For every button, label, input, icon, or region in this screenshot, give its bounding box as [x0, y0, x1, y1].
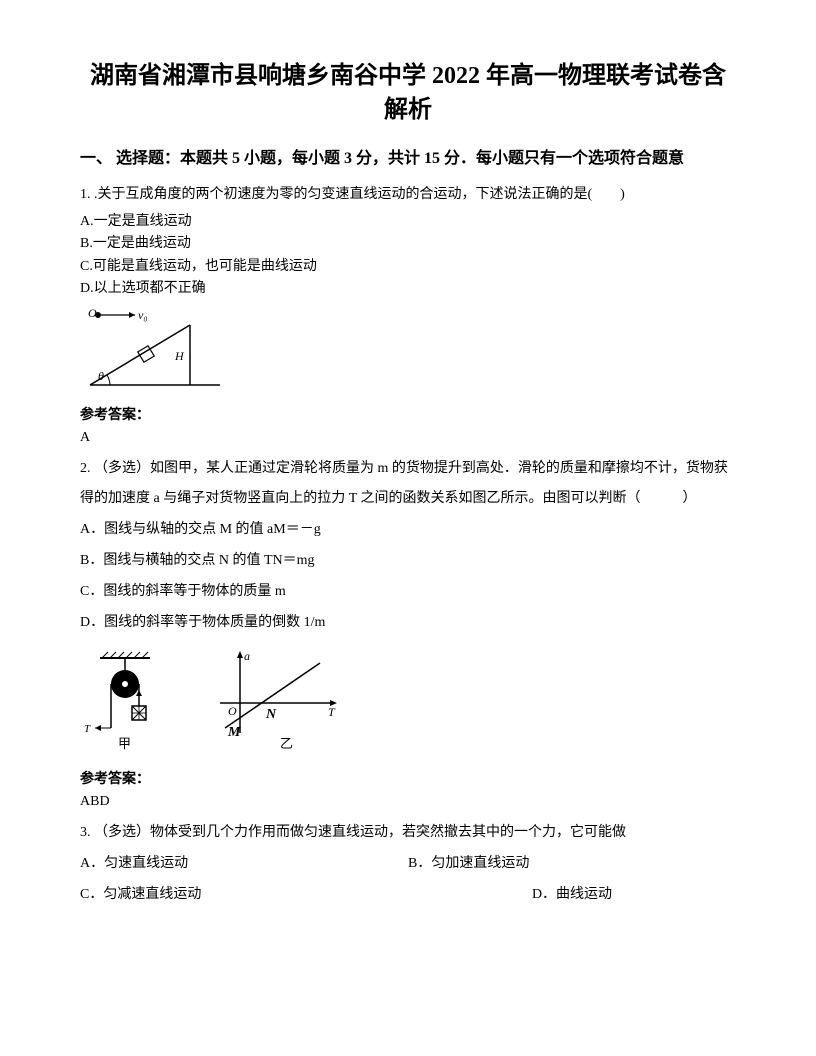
diagram-N-label: N [265, 707, 277, 722]
q2-opt-d: D．图线的斜率等于物体质量的倒数 1/m [80, 608, 736, 639]
q2-stem: 2. （多选）如图甲，某人正通过定滑轮将质量为 m 的货物提升到高处．滑轮的质量… [80, 454, 736, 516]
q1-diagram: O v₀ H θ [80, 305, 736, 400]
page-title: 湖南省湘潭市县响塘乡南谷中学 2022 年高一物理联考试卷含解析 [80, 60, 736, 127]
q2-opt-b: B．图线与横轴的交点 N 的值 TN＝mg [80, 546, 736, 577]
q1-opt-c: C.可能是直线运动，也可能是曲线运动 [80, 256, 736, 278]
q3-opt-d: D．曲线运动 [408, 880, 736, 911]
diagram-right-caption: 乙 [280, 736, 293, 751]
diagram-theta-label: θ [98, 369, 104, 383]
q2-diagram: T 甲 a T O M N 乙 [80, 648, 736, 758]
q1-opt-b: B.一定是曲线运动 [80, 233, 736, 255]
q3-opt-c: C．匀减速直线运动 [80, 880, 408, 911]
diagram-T-right-label: T [328, 705, 336, 719]
diagram-O-label: O [88, 306, 97, 320]
q3-stem: 3. （多选）物体受到几个力作用而做匀速直线运动，若突然撤去其中的一个力，它可能… [80, 818, 736, 849]
q1-answer-label: 参考答案： [80, 404, 736, 424]
q1-opt-d: D.以上选项都不正确 [80, 278, 736, 300]
diagram-v0-label: v₀ [138, 308, 148, 322]
q2-opt-c: C．图线的斜率等于物体的质量 m [80, 577, 736, 608]
q2-opt-a: A．图线与纵轴的交点 M 的值 aM＝－g [80, 515, 736, 546]
q3-opt-b: B．匀加速直线运动 [408, 849, 736, 880]
diagram-left-caption: 甲 [118, 736, 131, 751]
q2-answer-label: 参考答案： [80, 768, 736, 788]
diagram-M-label: M [227, 725, 241, 740]
diagram-H-label: H [174, 349, 185, 363]
q1-stem: 1. .关于互成角度的两个初速度为零的匀变速直线运动的合运动，下述说法正确的是(… [80, 183, 736, 207]
diagram-a-label: a [244, 649, 250, 663]
diagram-O-label-2: O [228, 704, 237, 718]
q1-answer: A [80, 430, 736, 446]
section-heading: 一、 选择题：本题共 5 小题，每小题 3 分，共计 15 分．每小题只有一个选… [80, 147, 736, 171]
q3-opt-a: A．匀速直线运动 [80, 849, 408, 880]
q1-opt-a: A.一定是直线运动 [80, 211, 736, 233]
diagram-T-left-label: T [84, 723, 91, 735]
q2-answer: ABD [80, 794, 736, 810]
